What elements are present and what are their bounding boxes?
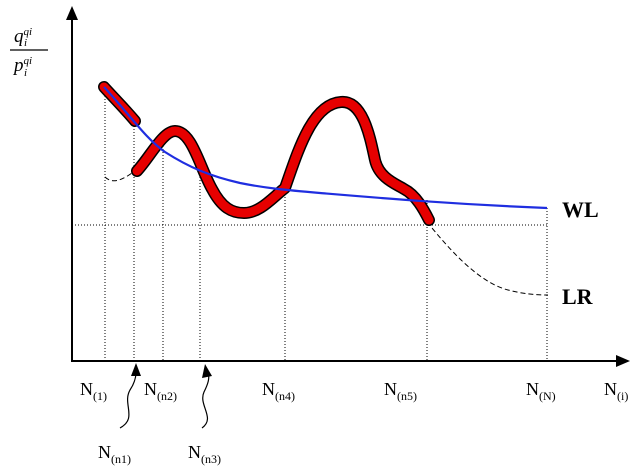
callout-arrow-n1 <box>119 371 137 429</box>
x-axis-arrow <box>616 355 630 367</box>
svg-text:qqi: qqi <box>14 26 32 47</box>
wl-label: WL <box>562 197 599 222</box>
y-numerator: q <box>14 26 24 47</box>
y-axis-arrow <box>66 6 78 20</box>
highlight-fill-2 <box>132 97 434 225</box>
lr-curve-right <box>426 221 549 296</box>
wl-curve <box>103 86 548 210</box>
callout-n3: N(n3) <box>188 442 221 466</box>
callout-labels: N(n1) N(n3) <box>98 442 221 466</box>
callout-arrows <box>119 363 212 429</box>
callout-arrowhead-n3 <box>202 364 212 378</box>
x-axis-label: N(i) <box>604 379 628 403</box>
lr-label: LR <box>562 284 594 309</box>
lr-curve <box>104 169 549 296</box>
y-numerator-sub: i <box>24 37 27 49</box>
guide-lines <box>72 90 548 360</box>
tick-labels: N(1) N(n2) N(n4) N(n5) N(N) N(i) <box>80 379 628 403</box>
y-numerator-sup: qi <box>24 26 33 38</box>
highlight-segments <box>98 81 435 226</box>
y-axis-label: qqi i pqi i <box>10 26 48 79</box>
callout-n1: N(n1) <box>98 442 131 466</box>
tick-nN: N(N) <box>526 379 556 403</box>
y-denominator-sub: i <box>24 67 27 79</box>
callout-arrow-n3 <box>201 371 210 429</box>
svg-text:pqi: pqi <box>12 55 32 76</box>
tick-n5: N(n5) <box>384 379 417 403</box>
axes <box>71 14 620 362</box>
y-denominator: p <box>12 55 24 76</box>
y-denominator-sup: qi <box>24 55 33 67</box>
lr-curve-left <box>104 169 137 182</box>
tick-n4: N(n4) <box>262 379 295 403</box>
callout-arrowhead-n1 <box>131 363 141 376</box>
tick-n2: N(n2) <box>144 379 177 403</box>
tick-n1: N(1) <box>80 379 107 403</box>
